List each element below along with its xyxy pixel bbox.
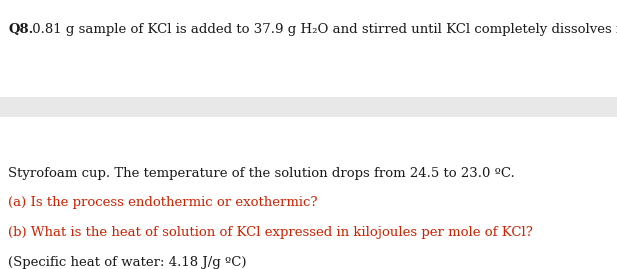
Text: (a) Is the process endothermic or exothermic?: (a) Is the process endothermic or exothe…	[8, 196, 318, 209]
Bar	[0, 97, 617, 117]
Text: Styrofoam cup. The temperature of the solution drops from 24.5 to 23.0 ºC.: Styrofoam cup. The temperature of the so…	[8, 167, 515, 180]
Text: (b) What is the heat of solution of KCl expressed in kilojoules per mole of KCl?: (b) What is the heat of solution of KCl …	[8, 226, 533, 239]
Text: Q8.: Q8.	[8, 23, 33, 36]
Text: 0.81 g sample of KCl is added to 37.9 g H₂O and stirred until KCl completely dis: 0.81 g sample of KCl is added to 37.9 g …	[28, 23, 617, 36]
Text: (Specific heat of water: 4.18 J/g ºC): (Specific heat of water: 4.18 J/g ºC)	[8, 256, 247, 268]
